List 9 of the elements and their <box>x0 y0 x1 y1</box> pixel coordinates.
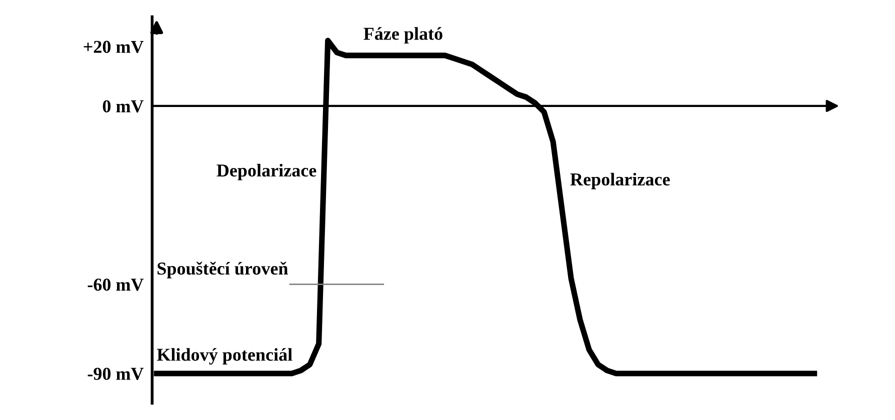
y-tick-label: -60 mV <box>88 278 144 291</box>
annotation: Repolarizace <box>570 172 670 190</box>
ref-line-label: Spouštěcí úroveň <box>158 262 288 278</box>
y-tick-label: 0 mV <box>102 100 144 113</box>
y-tick-label: +20 mV <box>84 40 144 54</box>
y-tick-label: -90 mV <box>88 368 144 380</box>
annotation: Fáze plató <box>364 27 442 44</box>
annotation: Klidový potenciál <box>156 348 292 365</box>
annotation: Depolarizace <box>216 164 316 180</box>
